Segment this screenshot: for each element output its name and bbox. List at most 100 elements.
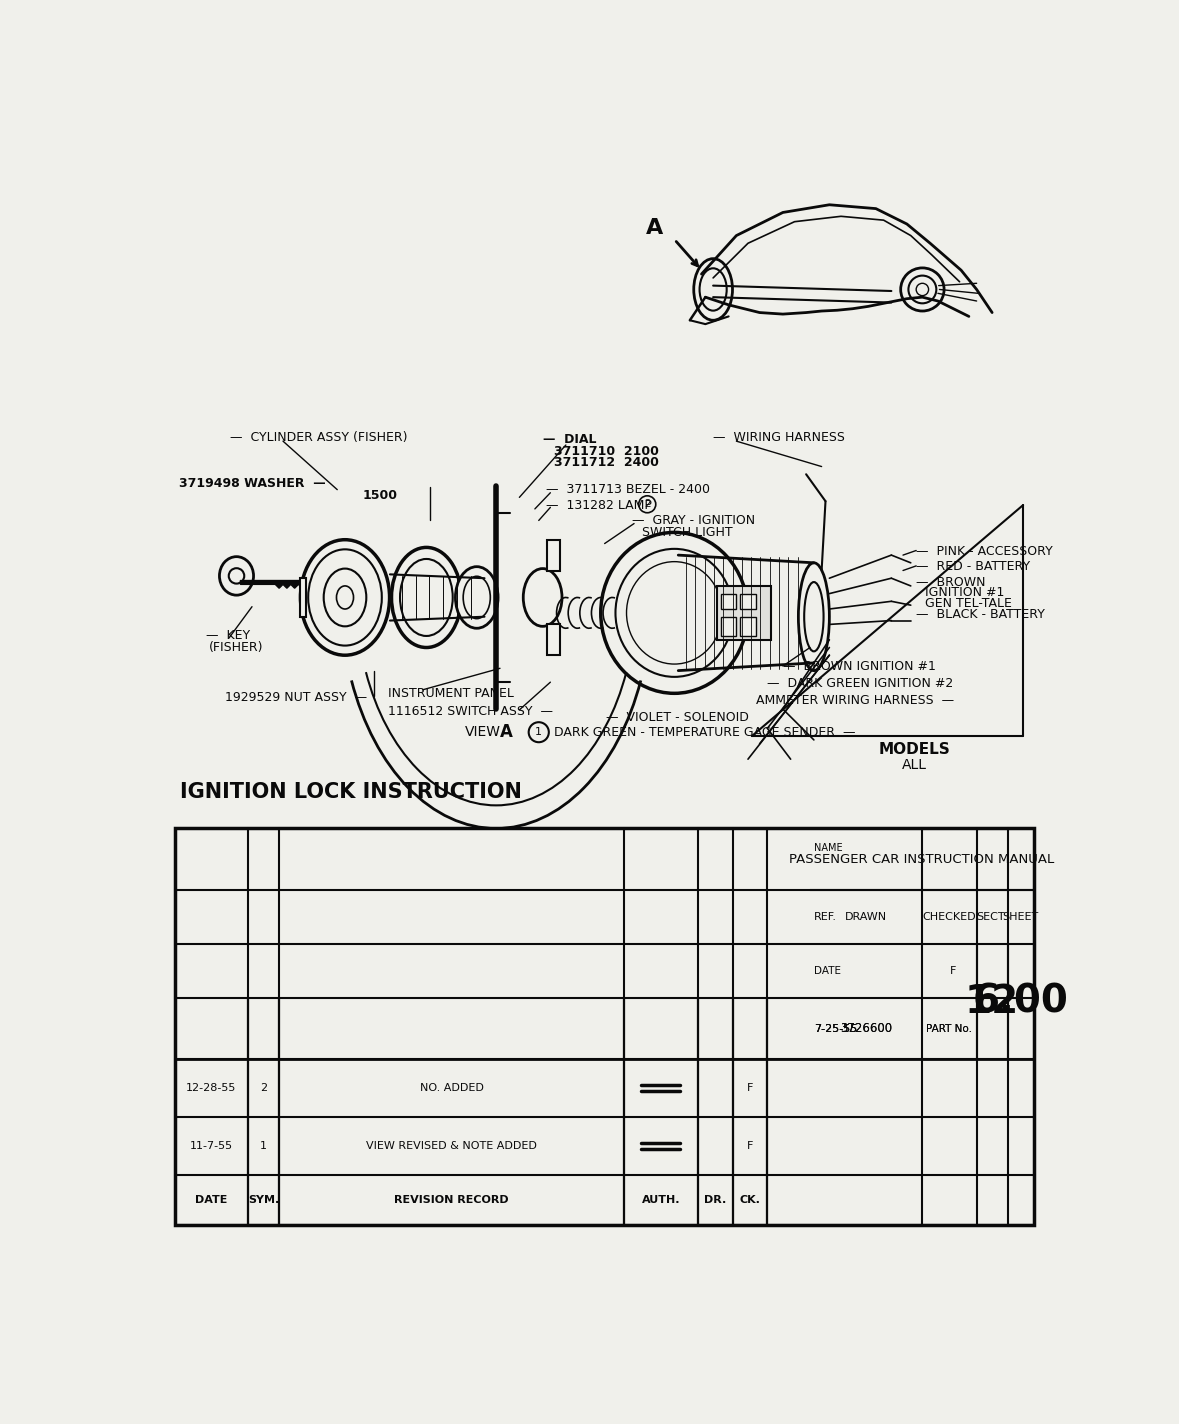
- Text: —  3711713 BEZEL - 2400: — 3711713 BEZEL - 2400: [547, 483, 711, 496]
- Ellipse shape: [523, 568, 562, 627]
- Text: —  RED - BATTERY: — RED - BATTERY: [916, 560, 1030, 572]
- Bar: [547, 624, 560, 655]
- Text: —  GRAY - IGNITION: — GRAY - IGNITION: [632, 514, 755, 527]
- Text: 7-25-55: 7-25-55: [814, 1024, 857, 1034]
- Polygon shape: [307, 581, 318, 584]
- Bar: [740, 617, 756, 637]
- Text: GEN TEL-TALE: GEN TEL-TALE: [924, 597, 1012, 609]
- Circle shape: [528, 722, 549, 742]
- Circle shape: [901, 268, 944, 310]
- Text: 3726600: 3726600: [841, 1022, 893, 1035]
- Ellipse shape: [324, 568, 367, 627]
- Text: 1500: 1500: [362, 490, 397, 503]
- Ellipse shape: [336, 585, 354, 609]
- Text: 11-7-55: 11-7-55: [190, 1141, 233, 1151]
- Text: F: F: [746, 1141, 753, 1151]
- Text: DATE: DATE: [196, 1195, 228, 1205]
- Text: —  VIOLET - SOLENOID: — VIOLET - SOLENOID: [606, 711, 749, 723]
- Text: 3711710  2100: 3711710 2100: [554, 444, 659, 457]
- Ellipse shape: [798, 562, 829, 671]
- Bar: [720, 617, 737, 637]
- Text: PASSENGER CAR INSTRUCTION MANUAL: PASSENGER CAR INSTRUCTION MANUAL: [790, 853, 1054, 866]
- Text: NAME: NAME: [814, 843, 843, 853]
- Text: PART No.: PART No.: [927, 1024, 973, 1034]
- Text: —  WIRING HARNESS: — WIRING HARNESS: [713, 431, 845, 444]
- Ellipse shape: [301, 540, 389, 655]
- Polygon shape: [241, 581, 307, 588]
- Text: 3719498 WASHER  —: 3719498 WASHER —: [179, 477, 325, 490]
- Text: —  CYLINDER ASSY (FISHER): — CYLINDER ASSY (FISHER): [230, 431, 408, 444]
- Bar: [547, 540, 560, 571]
- Text: DATE: DATE: [814, 965, 841, 975]
- Text: IGNITION #1: IGNITION #1: [924, 587, 1005, 600]
- Text: 12-28-55: 12-28-55: [186, 1084, 237, 1094]
- Text: 1929529 NUT ASSY  —: 1929529 NUT ASSY —: [225, 691, 367, 703]
- Text: ALL: ALL: [902, 758, 927, 772]
- Text: 1: 1: [261, 1141, 268, 1151]
- Ellipse shape: [308, 550, 382, 645]
- Text: 1: 1: [535, 728, 542, 738]
- Text: SYM.: SYM.: [248, 1195, 279, 1205]
- Text: REVISION RECORD: REVISION RECORD: [394, 1195, 509, 1205]
- Text: A: A: [500, 723, 513, 742]
- Text: F: F: [950, 965, 956, 975]
- Text: REF.: REF.: [814, 911, 837, 921]
- Text: —  BROWN IGNITION #1: — BROWN IGNITION #1: [783, 661, 936, 674]
- Text: 2: 2: [644, 500, 651, 510]
- Ellipse shape: [699, 268, 726, 310]
- Text: AUTH.: AUTH.: [641, 1195, 680, 1205]
- Text: DARK GREEN - TEMPERATURE GAGE SENDER  —: DARK GREEN - TEMPERATURE GAGE SENDER —: [554, 726, 856, 739]
- Circle shape: [229, 568, 244, 584]
- Text: —  BLACK - BATTERY: — BLACK - BATTERY: [916, 608, 1045, 621]
- Text: —  131282 LAMP: — 131282 LAMP: [547, 498, 652, 511]
- Ellipse shape: [391, 547, 461, 648]
- Text: A: A: [646, 218, 664, 238]
- Text: —  PINK - ACCESSORY: — PINK - ACCESSORY: [916, 545, 1053, 558]
- Text: 1116512 SWITCH ASSY  —: 1116512 SWITCH ASSY —: [388, 705, 553, 718]
- Bar: [720, 594, 737, 609]
- Text: —  DARK GREEN IGNITION #2: — DARK GREEN IGNITION #2: [768, 678, 954, 691]
- Ellipse shape: [626, 561, 723, 664]
- Text: F: F: [746, 1084, 753, 1094]
- Ellipse shape: [615, 548, 733, 676]
- Ellipse shape: [601, 533, 747, 693]
- Ellipse shape: [804, 582, 824, 651]
- Circle shape: [909, 276, 936, 303]
- Text: 2: 2: [261, 1084, 268, 1094]
- Text: 7-25-55: 7-25-55: [814, 1024, 857, 1034]
- Text: (FISHER): (FISHER): [210, 641, 264, 654]
- Text: SWITCH LIGHT: SWITCH LIGHT: [641, 525, 732, 538]
- Bar: [299, 578, 307, 617]
- Text: 3711712  2400: 3711712 2400: [554, 456, 659, 470]
- Text: —  KEY: — KEY: [205, 629, 250, 642]
- Ellipse shape: [463, 577, 490, 618]
- Text: 6.00: 6.00: [973, 983, 1068, 1021]
- Ellipse shape: [455, 567, 498, 628]
- Text: —  BROWN: — BROWN: [916, 575, 986, 588]
- Bar: [174, 829, 1034, 1225]
- Text: VIEW: VIEW: [466, 725, 501, 739]
- Text: 7-25-55: 7-25-55: [814, 1024, 857, 1034]
- Bar: [740, 594, 756, 609]
- Text: INSTRUMENT PANEL: INSTRUMENT PANEL: [388, 688, 514, 701]
- Text: SECT.: SECT.: [976, 911, 1008, 921]
- Bar: [717, 585, 771, 639]
- Text: CK.: CK.: [739, 1195, 760, 1205]
- Text: 12: 12: [964, 983, 1020, 1021]
- Text: NO. ADDED: NO. ADDED: [420, 1084, 483, 1094]
- Text: MODELS: MODELS: [878, 742, 950, 758]
- Text: PART No.: PART No.: [927, 1024, 973, 1034]
- Text: DRAWN: DRAWN: [845, 911, 888, 921]
- Text: CHECKED: CHECKED: [923, 911, 976, 921]
- Text: SHEET: SHEET: [1002, 911, 1039, 921]
- Text: 3726600: 3726600: [841, 1022, 893, 1035]
- Text: DR.: DR.: [704, 1195, 726, 1205]
- Ellipse shape: [400, 560, 453, 637]
- Text: —  DIAL: — DIAL: [542, 433, 597, 446]
- Text: VIEW REVISED & NOTE ADDED: VIEW REVISED & NOTE ADDED: [367, 1141, 536, 1151]
- Ellipse shape: [693, 259, 732, 320]
- Circle shape: [639, 496, 656, 513]
- Text: AMMETER WIRING HARNESS  —: AMMETER WIRING HARNESS —: [756, 693, 954, 708]
- Text: IGNITION LOCK INSTRUCTION: IGNITION LOCK INSTRUCTION: [180, 782, 522, 802]
- Ellipse shape: [219, 557, 253, 595]
